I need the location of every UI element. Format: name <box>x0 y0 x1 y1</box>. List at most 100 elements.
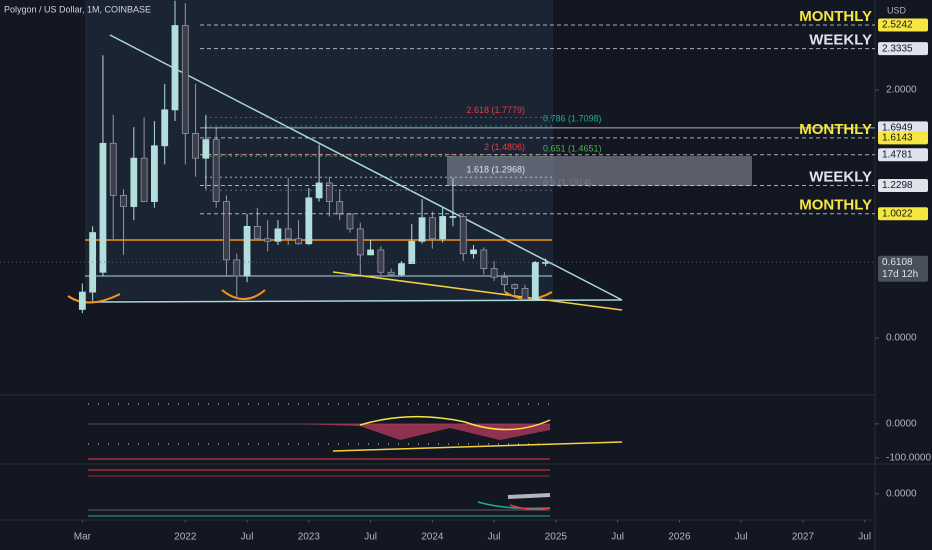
candle-body <box>223 201 230 261</box>
fib-label: 0.5 (1.1914) <box>543 178 592 188</box>
fib-label: 1.618 (1.2968) <box>466 165 525 175</box>
fib-label: 0.651 (1.4651) <box>543 144 602 154</box>
price-tag <box>878 18 928 32</box>
oscillator-line <box>359 415 551 431</box>
fib-label: 0.786 (1.7098) <box>543 113 602 123</box>
candle-body <box>120 194 127 207</box>
x-tick-label: 2026 <box>668 532 691 543</box>
x-tick-label: Jul <box>858 532 871 543</box>
pane-tick-label: -100.0000 <box>886 453 931 464</box>
y-tick-label: 2.0000 <box>886 85 917 96</box>
x-tick-label: Jul <box>241 532 254 543</box>
trend-line <box>109 34 623 301</box>
candle-body <box>140 157 148 202</box>
pane-tick-label: 0.0000 <box>886 419 917 430</box>
candle-body <box>326 182 333 202</box>
candle-body <box>449 216 457 218</box>
price-tag <box>878 131 928 145</box>
price-tag <box>878 207 928 221</box>
x-tick-label: 2025 <box>545 532 568 543</box>
candle-body <box>470 249 477 255</box>
candle-body <box>501 276 508 286</box>
x-tick-label: 2024 <box>421 532 444 543</box>
candle-body <box>78 291 86 310</box>
pane-tick-label: 0.0000 <box>886 488 917 499</box>
trend-line <box>89 299 623 303</box>
level-label: MONTHLY <box>799 197 872 214</box>
level-label: WEEKLY <box>809 32 872 49</box>
candle-body <box>480 249 488 269</box>
candle-body <box>192 133 199 159</box>
price-tag <box>878 42 928 56</box>
price-tag <box>878 121 928 135</box>
price-tag-label: 1.4781 <box>882 149 913 160</box>
candle-body <box>99 142 107 273</box>
price-tag-label: 1.6143 <box>882 132 913 143</box>
x-tick-label: 2023 <box>298 532 321 543</box>
candle-body <box>398 263 405 276</box>
candle-body <box>181 25 189 134</box>
x-tick-label: Mar <box>74 532 92 543</box>
price-countdown: 17d 12h <box>882 269 918 280</box>
indicator-line <box>509 504 551 511</box>
x-tick-label: Jul <box>488 532 501 543</box>
candle-body <box>408 240 416 264</box>
trend-line <box>332 271 623 311</box>
candle-body <box>202 139 210 159</box>
x-tick-label: 2027 <box>792 532 815 543</box>
pattern-arc <box>67 293 121 304</box>
level-label: MONTHLY <box>799 121 872 138</box>
currency-label: USD <box>887 5 907 15</box>
price-tag <box>878 148 928 162</box>
candle-body <box>212 139 220 202</box>
trend-line <box>332 441 623 452</box>
candle-body <box>356 228 364 256</box>
level-label: WEEKLY <box>809 168 872 185</box>
indicator-line <box>507 493 551 499</box>
candle-body <box>511 284 519 289</box>
y-tick-label: 0.0000 <box>886 333 917 344</box>
x-tick-label: Jul <box>735 532 748 543</box>
candle-body <box>109 142 117 196</box>
price-tag <box>878 255 928 282</box>
candle-body <box>387 271 395 276</box>
candle-body <box>284 228 292 240</box>
candle-body <box>264 238 272 242</box>
chart-title: Polygon / US Dollar, 1M, COINBASE <box>4 4 151 14</box>
fib-label: 2 (1.4806) <box>484 142 525 152</box>
indicator-line <box>477 501 551 510</box>
x-tick-label: 2022 <box>174 532 197 543</box>
candle-body <box>151 145 158 202</box>
candle-body <box>531 261 539 300</box>
candle-body <box>439 216 447 240</box>
candle-body <box>171 25 179 111</box>
price-tag-label: 0.6108 <box>882 257 913 268</box>
price-tag-label: 2.3335 <box>882 43 913 54</box>
price-tag-label: 1.0022 <box>882 208 913 219</box>
candle-body <box>305 197 313 245</box>
candle-body <box>295 238 302 245</box>
candle-body <box>233 259 241 277</box>
candle-body <box>459 216 467 255</box>
candle-body <box>367 249 374 256</box>
candle-body <box>336 201 344 215</box>
candle-body <box>521 287 529 300</box>
price-tag-label: 1.2298 <box>882 180 913 191</box>
candle-body <box>315 182 323 199</box>
candle-body <box>428 217 436 240</box>
x-tick-label: Jul <box>611 532 624 543</box>
price-tag-label: 1.6949 <box>882 122 913 133</box>
candle-body <box>346 213 354 230</box>
candle-body <box>243 225 251 277</box>
level-label: MONTHLY <box>799 8 872 25</box>
candle-body <box>377 249 385 273</box>
candle-body <box>542 261 549 264</box>
price-tag <box>878 178 928 192</box>
candle-body <box>418 217 426 242</box>
candle-body <box>161 109 169 147</box>
candle-body <box>130 157 138 207</box>
candle-body <box>274 228 282 242</box>
price-tag-label: 2.5242 <box>882 20 913 31</box>
candle-body <box>490 268 498 278</box>
